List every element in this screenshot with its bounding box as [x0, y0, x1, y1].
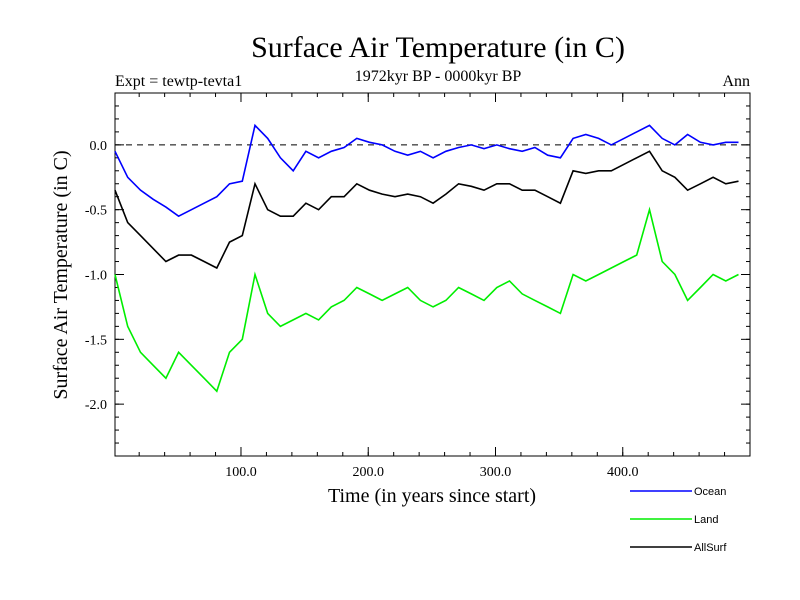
tick-labels: 100.0 200.0 300.0 400.0 0.0 -0.5 -1.0 -1.5 -2.0 [85, 139, 639, 480]
y-tick-label: -1.0 [85, 269, 107, 284]
series-line-land [114, 206, 739, 393]
x-tick-label: 300.0 [480, 465, 512, 480]
y-tick-label: -0.5 [85, 204, 107, 219]
x-tick-label: 200.0 [352, 465, 384, 480]
x-tick-label: 400.0 [607, 465, 639, 480]
y-tick-label: -2.0 [85, 398, 107, 413]
legend-label-allsurf: AllSurf [694, 542, 727, 554]
x-tick-label: 100.0 [225, 465, 257, 480]
y-tick-label: 0.0 [90, 139, 108, 154]
series-line-allsurf [114, 150, 739, 270]
legend-label-land: Land [694, 514, 718, 526]
chart-title: Surface Air Temperature (in C) [251, 31, 625, 64]
y-axis-label: Surface Air Temperature (in C) [50, 150, 72, 399]
legend-label-ocean: Ocean [694, 486, 726, 498]
series-line-ocean [114, 123, 739, 218]
y-tick-label: -1.5 [85, 333, 107, 348]
season-label: Ann [722, 73, 750, 90]
x-axis-label: Time (in years since start) [328, 485, 536, 507]
axis-ticks [115, 93, 750, 456]
plot-frame [114, 92, 751, 457]
chart-subtitle: 1972kyr BP - 0000kyr BP [355, 68, 522, 85]
expt-label: Expt = tewtp-tevta1 [115, 73, 242, 90]
legend: Ocean Land AllSurf [630, 486, 727, 554]
